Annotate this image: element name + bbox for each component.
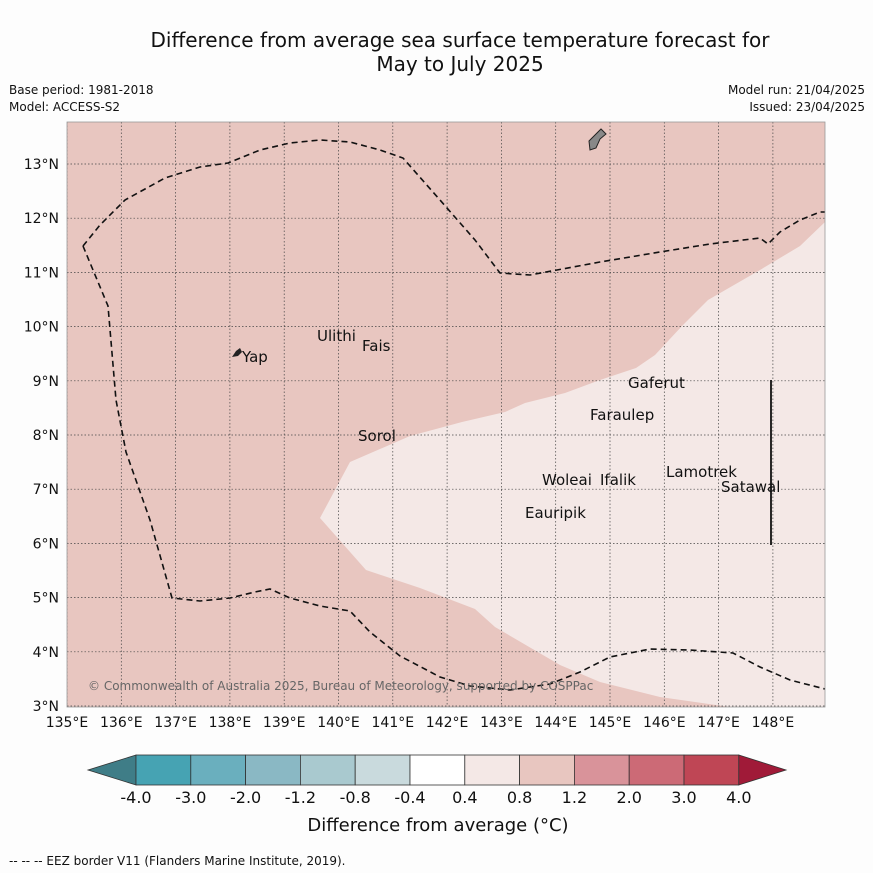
base-period: Base period: 1981-2018 — [9, 83, 154, 97]
colorbar-segment — [683, 754, 740, 786]
colorbar-segment — [354, 754, 411, 786]
place-label-woleai: Woleai — [542, 471, 592, 489]
lon-tick-label: 147°E — [697, 715, 740, 731]
place-label-faraulep: Faraulep — [590, 406, 654, 424]
anomaly-0.4-0.8-region — [320, 222, 825, 707]
lat-tick-label: 9°N — [33, 374, 59, 390]
eez-border-west — [82, 245, 825, 691]
place-label-yap: Yap — [241, 348, 268, 366]
colorbar-segment — [464, 754, 520, 786]
lon-tick-label: 136°E — [100, 715, 143, 731]
colorbar-tick-label: 1.2 — [562, 788, 587, 807]
colorbar-tick-label: 2.0 — [616, 788, 641, 807]
place-label-fais: Fais — [362, 337, 391, 355]
lon-tick-label: 139°E — [263, 715, 306, 731]
colorbar-segment — [245, 754, 301, 786]
lat-tick-label: 8°N — [33, 428, 59, 444]
lat-tick-label: 3°N — [33, 699, 59, 715]
longitude-tick-labels: 135°E 136°E 137°E 138°E 139°E 140°E 141°E 142°E… — [46, 715, 794, 731]
graticule — [67, 122, 825, 707]
title-line-2: May to July 2025 — [376, 52, 544, 76]
lon-tick-label: 144°E — [534, 715, 577, 731]
eez-legend-note: -- -- -- EEZ border V11 (Flanders Marine… — [9, 854, 346, 868]
lat-tick-label: 12°N — [24, 211, 59, 227]
colorbar-segment — [628, 754, 685, 786]
issued-date: Issued: 23/04/2025 — [749, 100, 865, 114]
colorbar-tick-label: -4.0 — [120, 788, 151, 807]
lat-tick-label: 7°N — [33, 482, 59, 498]
place-label-satawal: Satawal — [721, 478, 780, 496]
lon-tick-label: 135°E — [46, 715, 89, 731]
colorbar-tick-label: 0.4 — [452, 788, 477, 807]
latitude-tick-labels: 3°N 4°N 5°N 6°N 7°N 8°N 9°N 10°N 11°N 12°N 13°N — [24, 157, 59, 715]
eez-border-north — [82, 139, 825, 276]
colorbar-extend-high — [738, 754, 788, 786]
colorbar-tick-label: -0.4 — [394, 788, 425, 807]
lon-tick-label: 142°E — [426, 715, 469, 731]
colorbar-tick-label: -3.0 — [175, 788, 206, 807]
colorbar-tick-label: -0.8 — [340, 788, 371, 807]
lat-tick-label: 11°N — [24, 265, 59, 281]
title-line-1: Difference from average sea surface temp… — [150, 28, 770, 52]
lon-tick-label: 141°E — [372, 715, 415, 731]
yap-island — [232, 348, 242, 357]
lon-tick-label: 145°E — [589, 715, 632, 731]
lat-tick-label: 13°N — [24, 157, 59, 173]
colorbar-segment — [299, 754, 356, 786]
copyright-note: © Commonwealth of Australia 2025, Bureau… — [88, 679, 593, 693]
place-label-gaferut: Gaferut — [628, 374, 685, 392]
lon-tick-label: 138°E — [209, 715, 252, 731]
colorbar-tick-label: 4.0 — [726, 788, 751, 807]
map-area: Yap Ulithi Fais Gaferut Faraulep Sorol W… — [67, 122, 825, 707]
colorbar-segment — [135, 754, 192, 786]
guam-island — [588, 128, 607, 151]
colorbar-tick-labels: -4.0 -3.0 -2.0 -1.2 -0.8 -0.4 0.4 0.8 1.2 2.0 3.0 4… — [120, 788, 751, 807]
colorbar-segment — [519, 754, 575, 786]
place-label-eauripik: Eauripik — [525, 504, 586, 522]
lat-tick-label: 10°N — [24, 320, 59, 336]
colorbar-tick-label: -1.2 — [285, 788, 316, 807]
lon-tick-label: 148°E — [752, 715, 795, 731]
lat-tick-label: 6°N — [33, 536, 59, 552]
lat-tick-label: 4°N — [33, 645, 59, 661]
lon-tick-label: 140°E — [317, 715, 360, 731]
colorbar-extend-low — [86, 754, 137, 786]
colorbar-tick-label: 3.0 — [671, 788, 696, 807]
colorbar-title: Difference from average (°C) — [307, 815, 569, 836]
lon-tick-label: 137°E — [154, 715, 197, 731]
colorbar-tick-label: 0.8 — [507, 788, 532, 807]
colorbar-segment — [190, 754, 247, 786]
model-name: Model: ACCESS-S2 — [9, 100, 121, 114]
lon-tick-label: 143°E — [480, 715, 523, 731]
colorbar-tick-label: -2.0 — [230, 788, 261, 807]
colorbar-segment — [574, 754, 630, 786]
place-label-lamotrek: Lamotrek — [666, 463, 737, 481]
place-label-ulithi: Ulithi — [317, 327, 356, 345]
colorbar — [86, 754, 788, 786]
model-run-date: Model run: 21/04/2025 — [727, 83, 865, 97]
place-label-ifalik: Ifalik — [600, 471, 636, 489]
lat-tick-label: 5°N — [33, 591, 59, 607]
lon-tick-label: 146°E — [643, 715, 686, 731]
chart-title: Difference from average sea surface temp… — [90, 28, 830, 76]
place-label-sorol: Sorol — [358, 427, 396, 445]
place-labels: Yap Ulithi Fais Gaferut Faraulep Sorol W… — [241, 327, 780, 522]
map-frame — [66, 121, 826, 708]
colorbar-segment — [409, 754, 466, 786]
